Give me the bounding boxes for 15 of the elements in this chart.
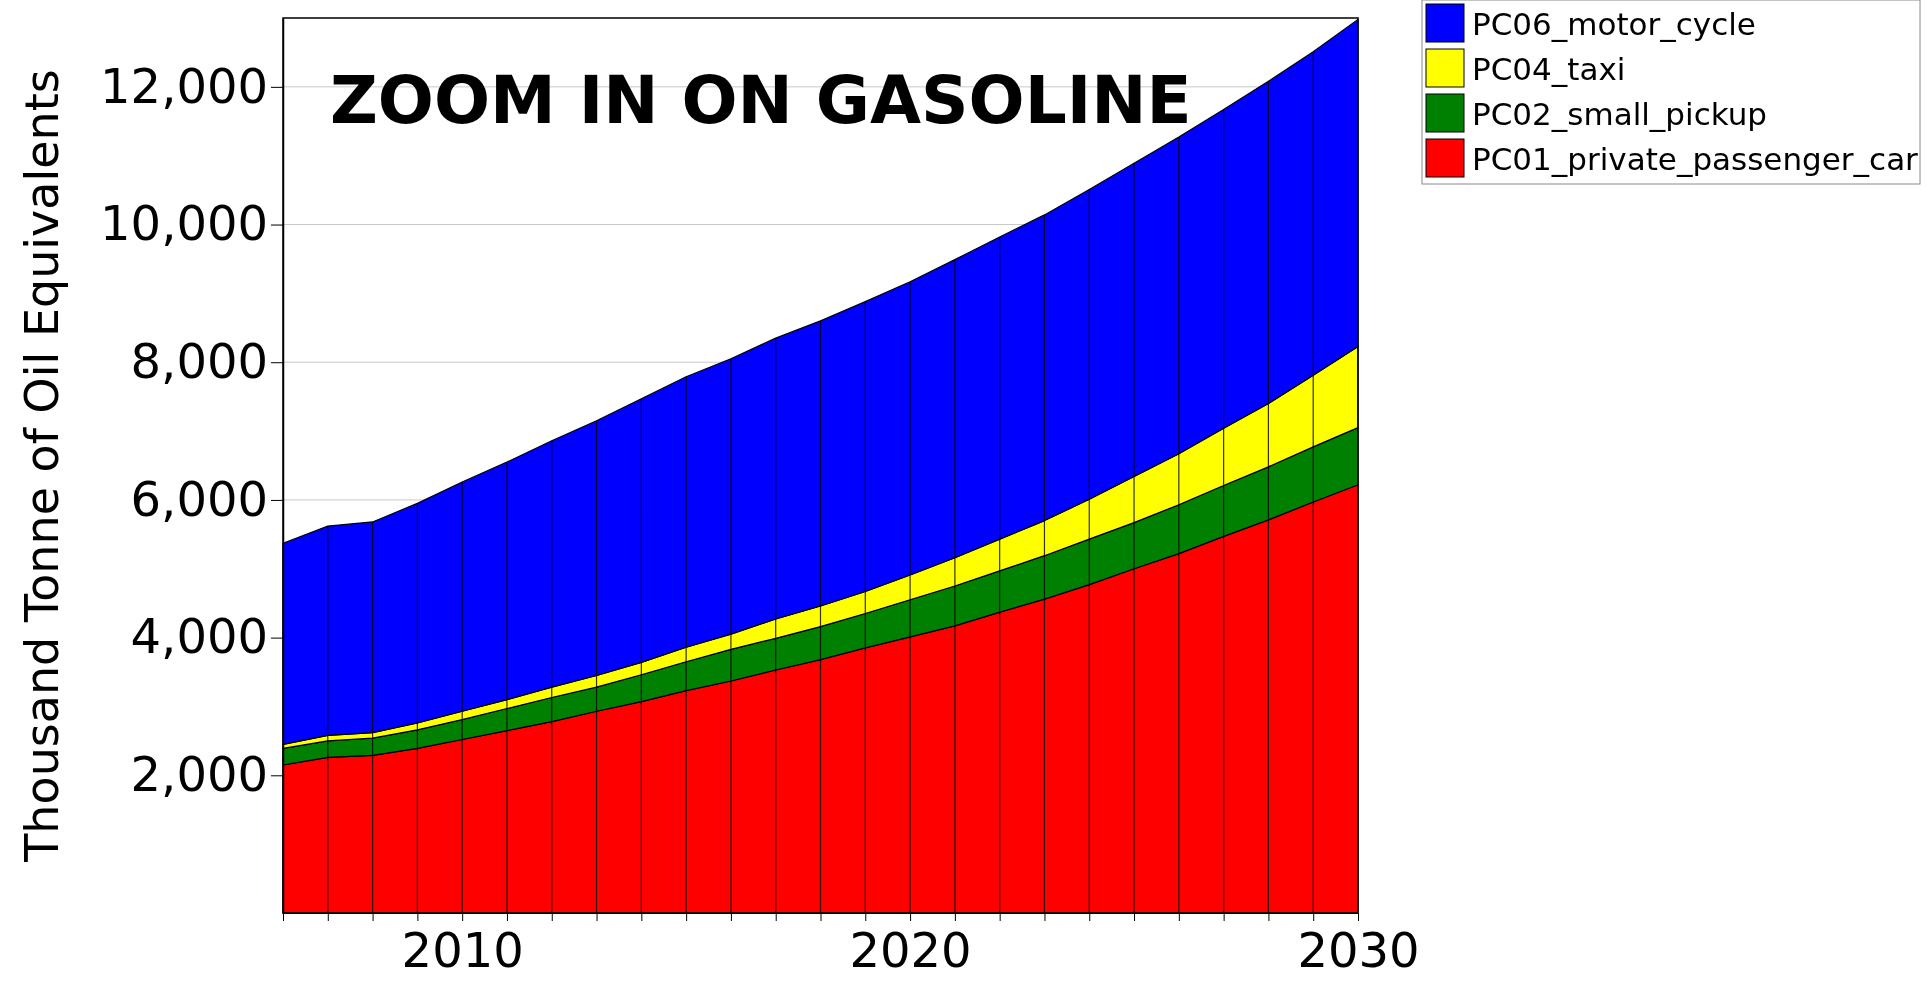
y-tick-label: 10,000 bbox=[100, 195, 268, 252]
y-tick-label: 2,000 bbox=[130, 746, 268, 803]
y-tick-label: 8,000 bbox=[130, 333, 268, 390]
legend-label: PC02_small_pickup bbox=[1472, 96, 1768, 132]
x-tick-label: 2020 bbox=[849, 922, 972, 979]
annotation: ZOOM IN ON GASOLINE bbox=[330, 62, 1192, 139]
y-tick-label: 4,000 bbox=[130, 608, 268, 665]
y-axis-title: Thousand Tonne of Oil Equivalents bbox=[15, 69, 69, 863]
legend-label: PC04_taxi bbox=[1472, 51, 1626, 87]
x-tick-label: 2010 bbox=[401, 922, 524, 979]
legend-label: PC01_private_passenger_car bbox=[1472, 141, 1919, 177]
x-tick-label: 2030 bbox=[1297, 922, 1420, 979]
y-tick-label: 6,000 bbox=[130, 470, 268, 527]
legend-label: PC06_motor_cycle bbox=[1472, 6, 1756, 42]
y-tick-label: 12,000 bbox=[100, 57, 268, 114]
